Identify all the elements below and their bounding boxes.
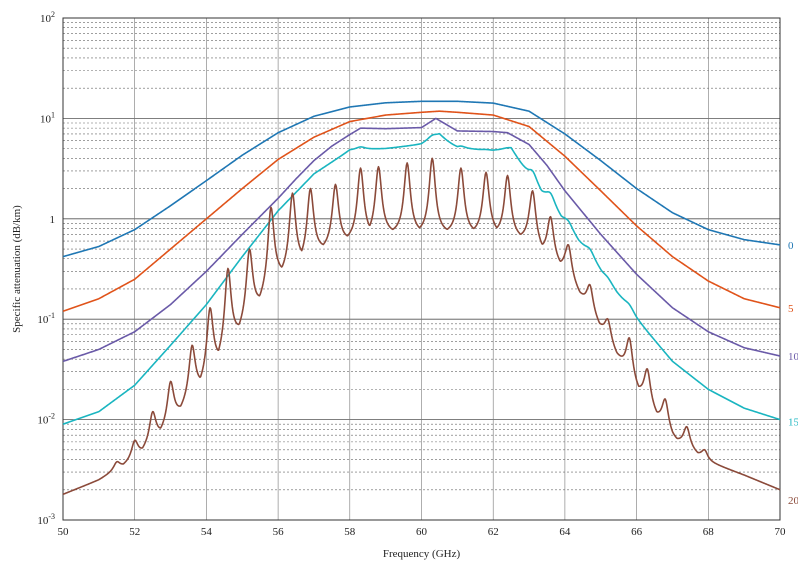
series-labels: 0 5 10 15 20 — [788, 240, 798, 507]
x-tick-label: 58 — [344, 526, 356, 538]
y-tick-base: 10 — [37, 515, 49, 527]
x-tick-label: 50 — [58, 526, 70, 538]
series-line-0 — [62, 100, 781, 258]
y-tick-exponent: -1 — [48, 311, 55, 320]
y-tick-exponent: 1 — [51, 110, 55, 119]
series-label-0: 0 — [788, 240, 794, 252]
plot-frame — [62, 17, 781, 521]
x-tick-label: 56 — [273, 526, 285, 538]
series-label-20: 20 — [788, 495, 798, 507]
y-tick-label: 10-2 — [37, 412, 55, 427]
series-label-15: 15 — [788, 417, 798, 429]
y-tick-label: 101 — [40, 110, 55, 125]
series-label-5: 5 — [788, 303, 794, 315]
series-line-5 — [62, 110, 781, 313]
series-group — [62, 100, 781, 496]
x-tick-label: 60 — [416, 526, 428, 538]
x-tick-label: 68 — [703, 526, 715, 538]
x-axis-label: Frequency (GHz) — [383, 548, 461, 560]
series-line-20 — [62, 157, 781, 496]
series-line-15 — [62, 132, 781, 425]
x-tick-label: 62 — [488, 526, 499, 538]
y-tick-exponent: 2 — [51, 10, 55, 19]
y-tick-base: 10 — [40, 113, 52, 125]
y-tick-base: 10 — [40, 13, 52, 25]
y-tick-base: 10 — [37, 415, 49, 427]
y-tick-base: 1 — [50, 214, 56, 226]
grid-lines — [62, 18, 781, 521]
series-line-10 — [62, 117, 781, 363]
x-tick-label: 70 — [775, 526, 787, 538]
y-tick-base: 10 — [37, 314, 49, 326]
y-tick-label: 10-3 — [37, 512, 55, 527]
x-axis-ticks: 50 52 54 56 58 60 62 64 66 68 70 — [58, 526, 787, 538]
x-tick-label: 54 — [201, 526, 213, 538]
y-axis-label: Specific attenuation (dB/km) — [11, 205, 23, 333]
y-tick-label: 1 — [50, 214, 56, 226]
series-label-10: 10 — [788, 351, 798, 363]
y-tick-label: 10-1 — [37, 311, 55, 326]
y-tick-label: 102 — [40, 10, 55, 25]
y-tick-exponent: -2 — [48, 412, 55, 421]
x-tick-label: 52 — [129, 526, 140, 538]
y-tick-exponent: -3 — [48, 512, 55, 521]
x-tick-label: 66 — [631, 526, 643, 538]
x-tick-label: 64 — [559, 526, 571, 538]
